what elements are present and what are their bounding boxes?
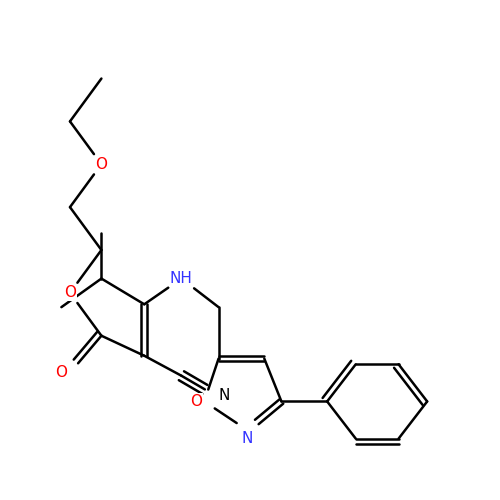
Text: O: O <box>55 366 67 380</box>
Text: O: O <box>96 157 108 172</box>
Text: N: N <box>218 388 230 403</box>
Text: NH: NH <box>170 271 193 286</box>
Text: O: O <box>190 394 202 409</box>
Text: O: O <box>64 286 76 300</box>
Text: N: N <box>242 431 253 446</box>
